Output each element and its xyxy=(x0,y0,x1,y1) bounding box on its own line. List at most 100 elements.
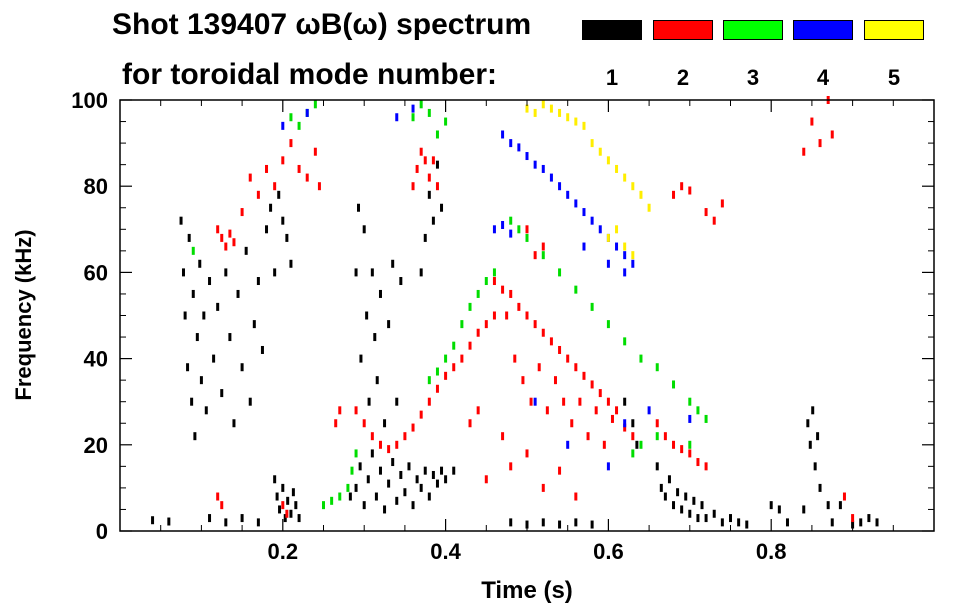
mode-2-point xyxy=(672,190,676,199)
mode-3-point xyxy=(468,302,472,311)
mode-2-point xyxy=(541,328,545,337)
mode-1-point xyxy=(378,289,382,298)
mode-1-point xyxy=(294,501,298,510)
mode-3-point xyxy=(444,117,448,126)
mode-4-point xyxy=(623,419,627,428)
mode-4-point xyxy=(606,462,610,471)
mode-4-point xyxy=(533,160,537,169)
mode-1-point xyxy=(745,520,749,529)
mode-2-point xyxy=(570,419,574,428)
axis-ticks xyxy=(120,99,934,532)
mode-1-point xyxy=(806,419,810,428)
mode-1-point xyxy=(359,354,363,363)
mode-1-point xyxy=(411,501,415,510)
mode-3-point xyxy=(672,380,676,389)
mode-1-point xyxy=(704,514,708,523)
mode-2-point xyxy=(220,501,224,510)
mode-2-point xyxy=(672,440,676,449)
mode-2-point xyxy=(704,208,708,217)
mode-2-point xyxy=(419,410,423,419)
mode-1-point xyxy=(252,320,256,329)
mode-1-point xyxy=(875,518,879,527)
mode-1-point xyxy=(659,483,663,492)
mode-4-point xyxy=(492,225,496,234)
mode-1-point xyxy=(195,333,199,342)
mode-2-point xyxy=(598,389,602,398)
mode-4-point xyxy=(541,164,545,173)
mode-2-point xyxy=(566,354,570,363)
x-tick-label: 0.4 xyxy=(430,539,461,564)
mode-2-point xyxy=(574,492,578,501)
mode-1-point xyxy=(696,514,700,523)
mode-5-point xyxy=(615,225,619,234)
mode-1-point xyxy=(867,514,871,523)
mode-5-point xyxy=(541,100,545,109)
mode-1-point xyxy=(813,462,817,471)
mode-4-point xyxy=(566,190,570,199)
mode-1-point xyxy=(224,268,228,277)
mode-3-point xyxy=(411,113,415,122)
mode-2-point xyxy=(452,363,456,372)
legend-swatch-mode-2 xyxy=(653,20,713,40)
mode-2-point xyxy=(435,384,439,393)
mode-4-point xyxy=(501,130,505,139)
mode-3-point xyxy=(509,216,513,225)
mode-1-point xyxy=(187,233,191,242)
mode-1-point xyxy=(712,509,716,518)
legend-swatch-mode-3 xyxy=(723,20,783,40)
legend-label-mode-2: 2 xyxy=(676,65,690,90)
mode-2-point xyxy=(851,514,855,523)
mode-1-point xyxy=(286,496,290,505)
mode-4-point xyxy=(615,242,619,251)
mode-2-point xyxy=(297,164,301,173)
mode-2-point xyxy=(818,139,822,148)
mode-2-point xyxy=(281,156,285,165)
mode-2-point xyxy=(484,475,488,484)
mode-1-point xyxy=(183,311,187,320)
legend-label-mode-5: 5 xyxy=(887,65,901,90)
mode-1-point xyxy=(236,289,240,298)
mode-1-point xyxy=(383,505,387,514)
mode-1-point xyxy=(373,333,377,342)
mode-2-point xyxy=(305,173,309,182)
mode-1-point xyxy=(269,203,273,212)
mode-3-point xyxy=(476,289,480,298)
mode-5-point xyxy=(533,108,537,117)
mode-1-point xyxy=(374,492,378,501)
mode-1-point xyxy=(419,483,423,492)
mode-1-point xyxy=(375,376,379,385)
mode-2-point xyxy=(240,208,244,217)
mode-3-point xyxy=(191,246,195,255)
mode-1-point xyxy=(204,406,208,415)
mode-2-point xyxy=(545,406,549,415)
mode-1-point xyxy=(193,432,197,441)
mode-3-point xyxy=(696,406,700,415)
mode-2-point xyxy=(631,432,635,441)
mode-5-point xyxy=(549,104,553,113)
mode-1-point xyxy=(273,268,277,277)
mode-2-point xyxy=(317,182,321,191)
mode-5-point xyxy=(623,242,627,251)
mode-2-point xyxy=(602,440,606,449)
mode-2-point xyxy=(403,432,407,441)
mode-2-point xyxy=(541,483,545,492)
mode-1-point xyxy=(291,488,295,497)
mode-3-point xyxy=(525,233,529,242)
mode-1-point xyxy=(729,514,732,523)
mode-1-point xyxy=(818,483,822,492)
mode-1-point xyxy=(440,466,444,475)
mode-1-point xyxy=(509,518,513,527)
mode-5-point xyxy=(590,139,594,148)
mode-1-point xyxy=(452,466,456,475)
mode-1-point xyxy=(427,492,431,501)
mode-2-point xyxy=(476,328,480,337)
mode-1-point xyxy=(785,518,789,527)
mode-1-point xyxy=(415,475,419,484)
mode-3-point xyxy=(688,440,692,449)
mode-2-point xyxy=(623,423,627,432)
mode-4-point xyxy=(305,108,309,117)
mode-1-point xyxy=(631,419,635,428)
mode-1-point xyxy=(354,483,358,492)
mode-2-point xyxy=(415,164,419,173)
mode-2-point xyxy=(586,432,590,441)
